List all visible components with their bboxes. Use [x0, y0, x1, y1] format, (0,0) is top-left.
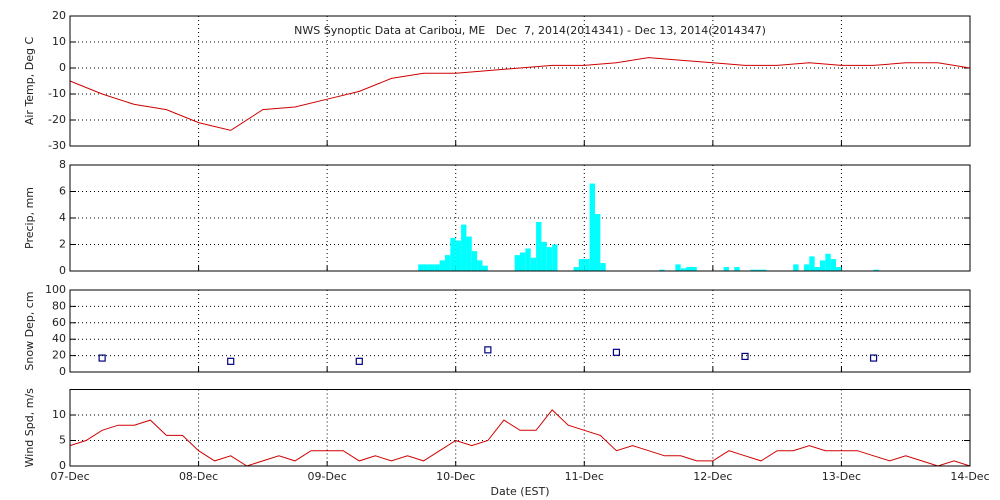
bar: [600, 263, 606, 271]
bar: [477, 260, 483, 271]
y-axis-label: Precip, mm: [23, 187, 36, 249]
y-tick-label: 60: [52, 316, 66, 329]
panel-frame: [69, 15, 971, 147]
point: [869, 354, 878, 362]
bar: [659, 269, 665, 271]
y-tick-label: 2: [59, 238, 66, 251]
bar: [546, 247, 553, 271]
y-axis-label: Wind Spd, m/s: [23, 388, 36, 468]
bar: [552, 244, 558, 271]
y-tick-label: 10: [52, 408, 66, 421]
bar: [675, 264, 681, 271]
bar: [530, 257, 537, 271]
bar: [428, 264, 435, 271]
y-tick-label: 0: [59, 365, 66, 378]
bar: [445, 255, 451, 271]
y-tick-label: 20: [52, 349, 66, 362]
point: [355, 357, 363, 365]
x-tick-label: 08-Dec: [179, 470, 218, 483]
y-tick-label: 80: [52, 299, 66, 312]
bar: [595, 214, 601, 271]
x-tick-label: 07-Dec: [50, 470, 89, 483]
y-tick-label: 100: [45, 283, 66, 296]
x-tick-label: 13-Dec: [822, 470, 861, 483]
bar: [450, 237, 456, 271]
y-axis-label: Air Temp, Deg C: [23, 37, 36, 126]
y-tick-label: 8: [59, 158, 66, 171]
y-tick-label: 5: [59, 434, 66, 447]
bar: [434, 264, 440, 271]
bar: [520, 252, 526, 271]
y-tick-label: 4: [59, 211, 66, 224]
bar: [573, 267, 579, 271]
bar: [691, 267, 697, 271]
point: [741, 352, 749, 361]
bar: [723, 267, 729, 271]
bar: [584, 259, 590, 271]
x-tick-label: 14-Dec: [950, 470, 989, 483]
bar: [541, 241, 547, 271]
bar: [793, 264, 799, 271]
bar: [578, 259, 585, 271]
bar: [750, 269, 756, 271]
y-tick-label: 0: [59, 459, 66, 472]
data-line: [69, 57, 971, 131]
bar: [680, 268, 687, 271]
panel-frame: [69, 289, 971, 373]
panel-frame: [69, 389, 971, 467]
bar: [814, 267, 820, 271]
y-tick-label: -20: [48, 113, 66, 126]
bar: [734, 267, 740, 271]
bar: [418, 264, 424, 271]
y-tick-label: 0: [59, 61, 66, 74]
bar: [466, 236, 472, 271]
y-tick-label: 0: [59, 264, 66, 277]
bar: [836, 267, 842, 271]
point: [484, 346, 492, 354]
chart-title: NWS Synoptic Data at Caribou, ME Dec 7, …: [294, 24, 766, 37]
x-tick-label: 12-Dec: [693, 470, 732, 483]
point: [98, 354, 106, 362]
x-tick-label: 10-Dec: [436, 470, 475, 483]
bar: [423, 264, 429, 271]
bar: [514, 255, 520, 271]
y-tick-label: 6: [59, 185, 66, 198]
y-tick-label: 10: [52, 35, 66, 48]
point: [612, 348, 621, 356]
bar: [873, 269, 879, 271]
bar: [686, 267, 692, 271]
bar: [809, 256, 815, 271]
bar: [471, 251, 478, 271]
bar: [482, 265, 488, 271]
bar: [536, 221, 542, 271]
bar: [461, 224, 467, 271]
bar: [755, 269, 762, 271]
bar: [589, 183, 595, 271]
bar: [825, 253, 831, 271]
y-axis-label: Snow Dep, cm: [23, 291, 36, 370]
x-tick-label: 09-Dec: [308, 470, 347, 483]
bar: [525, 248, 531, 271]
y-tick-label: 20: [52, 9, 66, 22]
bar: [803, 264, 810, 271]
point: [227, 357, 235, 365]
bar: [455, 240, 462, 271]
y-tick-label: -30: [48, 139, 66, 152]
bar: [830, 259, 837, 271]
y-tick-label: -10: [48, 87, 66, 100]
bar: [761, 269, 767, 271]
bar: [820, 260, 826, 271]
x-axis-label: Date (EST): [490, 485, 549, 498]
y-tick-label: 40: [52, 332, 66, 345]
panel-frame: [69, 164, 971, 272]
bar: [439, 260, 445, 271]
x-tick-label: 11-Dec: [565, 470, 604, 483]
data-line: [69, 409, 971, 467]
